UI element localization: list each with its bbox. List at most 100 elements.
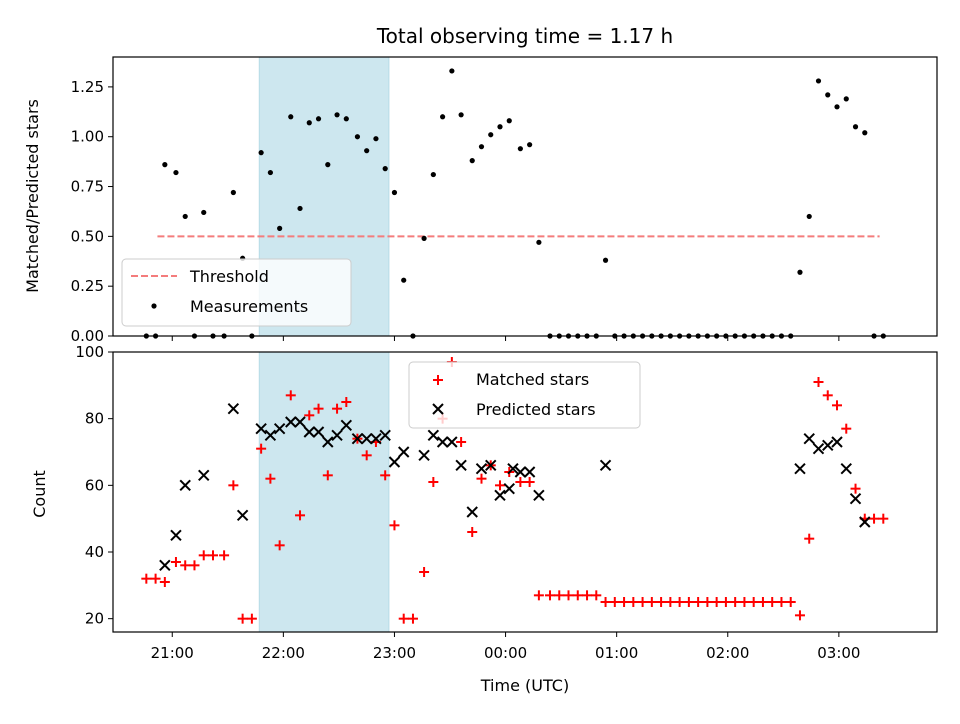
matched-point (665, 597, 676, 607)
predicted-point (803, 432, 815, 445)
predicted-point (794, 462, 806, 475)
predicted-point (294, 416, 306, 428)
matched-point (228, 480, 239, 491)
legend-predicted-label: Predicted stars (476, 400, 596, 419)
predicted-point (418, 449, 430, 462)
matched-point (683, 597, 694, 607)
predicted-point (312, 426, 325, 438)
predicted-point (533, 489, 545, 502)
measurement-point (201, 209, 207, 216)
x-tick-label: 23:00 (373, 644, 416, 662)
measurement-point (862, 130, 868, 136)
legend-threshold-label: Threshold (189, 267, 269, 286)
matched-point (841, 423, 852, 434)
matched-point (720, 597, 731, 607)
cross-b (303, 426, 315, 438)
matched-point (524, 477, 535, 487)
measurement-point (852, 124, 859, 130)
x-tick-label: 00:00 (484, 644, 527, 662)
matched-point (582, 590, 593, 601)
predicted-point (159, 559, 171, 572)
cross-b (466, 506, 478, 518)
measurement-point (825, 92, 831, 98)
predicted-point (485, 459, 497, 472)
measurement-point (458, 112, 464, 118)
matched-point (159, 577, 170, 587)
cross-b (294, 416, 306, 428)
measurement-point (497, 124, 503, 130)
matched-point (832, 400, 843, 411)
matched-point (304, 410, 315, 421)
measurement-point (834, 104, 840, 110)
cross-b (599, 459, 612, 472)
measurement-point (315, 116, 322, 122)
measurement-point (806, 213, 812, 220)
matched-point (711, 597, 722, 607)
cross-b (507, 462, 519, 475)
predicted-point (170, 529, 182, 542)
matched-point (180, 560, 191, 571)
predicted-point (179, 479, 191, 492)
matched-point (656, 597, 667, 607)
measurement-point (162, 162, 168, 168)
matched-point (757, 597, 768, 607)
bottom-axes-frame (112, 351, 938, 633)
legend-matched-label: Matched stars (476, 370, 589, 389)
highlight-span (259, 352, 389, 632)
predicted-point (523, 466, 536, 478)
matched-point (563, 590, 574, 601)
predicted-point (303, 426, 315, 438)
matched-point (646, 597, 657, 607)
measurement-point (401, 277, 407, 283)
matched-point (785, 597, 796, 607)
matched-point (285, 390, 296, 401)
legend-matched-swatch (433, 375, 443, 385)
cross-b (812, 442, 825, 455)
predicted-point (466, 506, 478, 518)
predicted-point (340, 419, 353, 432)
matched-point (274, 540, 285, 551)
predicted-point (514, 466, 527, 478)
matched-point (869, 513, 880, 524)
predicted-point (370, 432, 382, 445)
predicted-point (331, 429, 343, 442)
measurement-point (297, 205, 303, 212)
measurement-point (469, 158, 475, 164)
matched-point (674, 597, 685, 607)
matched-point (170, 557, 181, 567)
matched-point (748, 597, 759, 607)
x-axis-label: Time (UTC) (480, 676, 569, 695)
cross-b (255, 422, 267, 435)
cross-b (340, 419, 353, 432)
matched-point (878, 513, 889, 524)
measurement-point (815, 78, 822, 84)
top-y-axis-label: Matched/Predicted stars (23, 99, 42, 293)
y-tick-label: 0.75 (71, 178, 104, 196)
predicted-point (388, 456, 401, 468)
bottom-panel: 20 40 60 80 100 21:00 22:00 23:00 00:00 01:00 02:0… (75, 343, 938, 662)
legend-measurement-swatch (151, 303, 157, 309)
matched-point (467, 527, 478, 537)
measurement-point (536, 239, 542, 245)
y-tick-label: 0.00 (71, 327, 104, 345)
cross-b (427, 429, 440, 442)
predicted-point (822, 439, 834, 452)
cross-b (494, 489, 506, 502)
predicted-point (379, 429, 391, 442)
bottom-legend: Matched stars Predicted stars (408, 361, 641, 429)
cross-b (533, 489, 545, 502)
predicted-point (322, 436, 334, 448)
measurement-point (391, 189, 398, 196)
measurement-point (343, 116, 349, 122)
measurement-point (306, 120, 312, 126)
matched-point (702, 597, 713, 607)
matched-point (813, 377, 824, 387)
cross-b (379, 429, 391, 442)
cross-b (475, 462, 488, 475)
predicted-point (227, 402, 240, 415)
matched-point (219, 550, 230, 561)
cross-b (831, 436, 843, 448)
predicted-point (831, 436, 843, 448)
x-tick-label: 02:00 (706, 644, 749, 662)
